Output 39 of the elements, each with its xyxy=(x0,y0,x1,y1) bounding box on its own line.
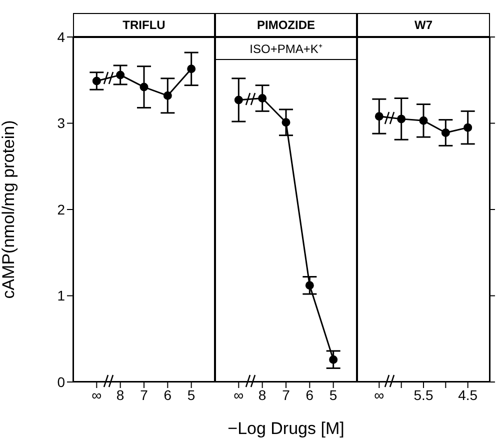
point xyxy=(116,70,125,80)
point xyxy=(419,116,428,125)
x-tick-label: 5 xyxy=(329,386,338,403)
point xyxy=(282,118,290,127)
point xyxy=(258,94,267,102)
y-tick-label: 3 xyxy=(57,115,66,132)
y-tick-label: 4 xyxy=(57,28,66,45)
x-tick-label: 7 xyxy=(140,386,148,403)
x-tick-label: ∞ xyxy=(92,386,102,403)
y-tick-label: 2 xyxy=(57,201,66,218)
y-tick-label: 1 xyxy=(57,288,66,304)
point xyxy=(234,96,243,104)
point xyxy=(441,128,450,137)
x-tick-label: 7 xyxy=(282,386,290,403)
point xyxy=(374,112,384,121)
x-tick-label: 4.5 xyxy=(458,386,478,403)
x-tick-label: 8 xyxy=(116,386,124,403)
chart-title: W7 xyxy=(357,13,490,37)
point xyxy=(464,123,472,132)
chart-title: TRIFLU xyxy=(73,13,215,37)
point xyxy=(163,91,172,100)
point xyxy=(329,355,338,364)
y-axis-title: cAMP(nmol/mg protein) xyxy=(0,120,18,299)
x-tick-label: 5.5 xyxy=(414,386,434,403)
chart-subtitle: ISO+PMA+K⁺ xyxy=(215,37,357,60)
x-tick-label: ∞ xyxy=(234,386,244,403)
x-tick-label: ∞ xyxy=(374,386,384,403)
point xyxy=(397,114,406,124)
x-tick-label: 6 xyxy=(306,386,314,403)
point xyxy=(305,281,314,290)
point xyxy=(140,82,148,92)
x-tick-label: 8 xyxy=(258,386,266,403)
chart-title: PIMOZIDE xyxy=(215,13,357,37)
point xyxy=(187,64,196,74)
y-tick-label: 0 xyxy=(57,374,66,390)
point xyxy=(92,76,101,86)
x-tick-label: 5 xyxy=(187,386,196,403)
x-tick-label: 6 xyxy=(164,386,172,403)
x-axis-title: −Log Drugs [M] xyxy=(228,419,344,438)
